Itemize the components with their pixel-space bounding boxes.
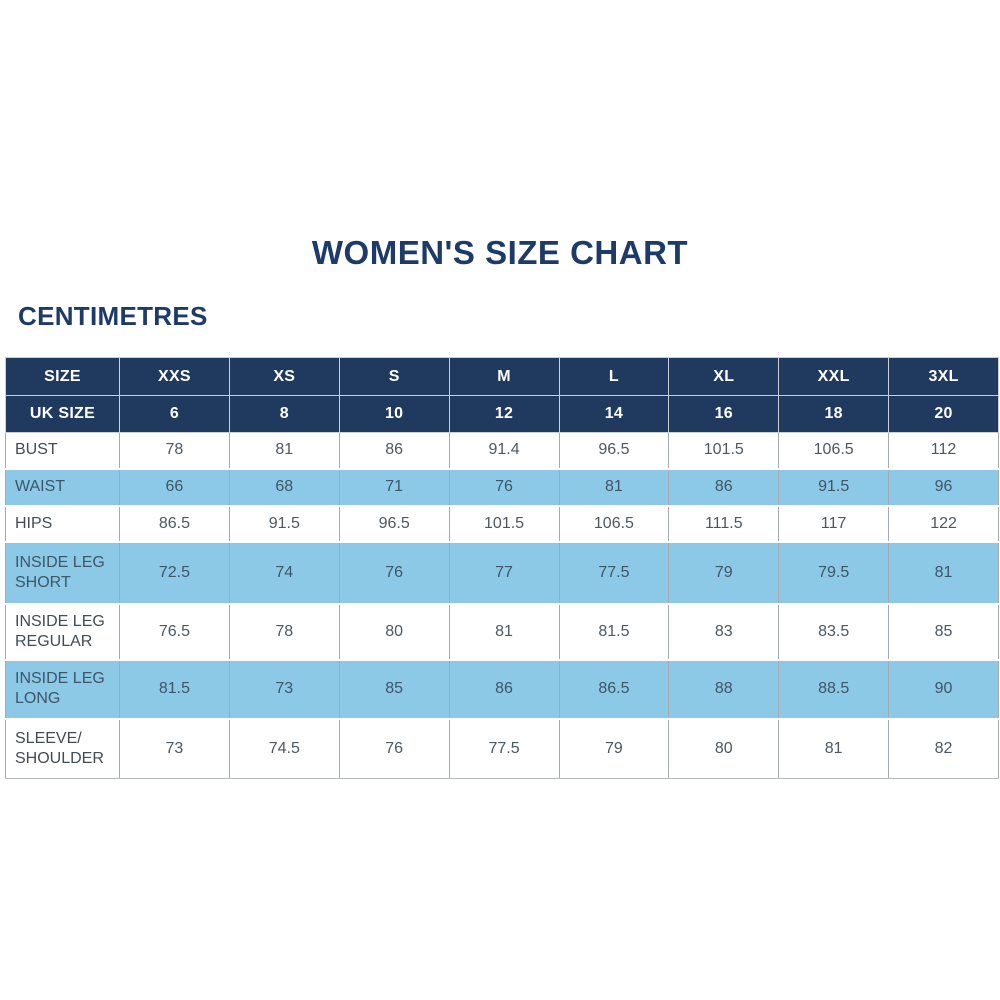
row-label: WAIST: [5, 467, 120, 507]
data-cell: 77: [448, 540, 560, 605]
table-row-hips: HIPS 86.5 91.5 96.5 101.5 106.5 111.5 11…: [5, 505, 999, 542]
data-cell: 77.5: [448, 718, 560, 779]
data-cell: 111.5: [668, 505, 780, 542]
table-row-waist: WAIST 66 68 71 76 81 86 91.5 96: [5, 467, 999, 507]
uk-size-cell: 10: [338, 395, 450, 433]
data-cell: 91.5: [778, 467, 890, 507]
data-cell: 96.5: [338, 505, 450, 542]
uk-size-cell: 14: [558, 395, 670, 433]
data-cell: 78: [228, 603, 340, 660]
data-cell: 73: [119, 718, 230, 779]
data-cell: 88.5: [778, 658, 890, 720]
data-cell: 122: [888, 505, 999, 542]
uk-size-cell: 20: [888, 395, 999, 433]
uk-size-cell: 12: [448, 395, 560, 433]
data-cell: 88: [668, 658, 780, 720]
uk-size-cell: 6: [119, 395, 230, 433]
data-cell: 72.5: [119, 540, 230, 605]
data-cell: 81: [448, 603, 560, 660]
data-cell: 83: [668, 603, 780, 660]
data-cell: 78: [119, 432, 230, 469]
data-cell: 79.5: [778, 540, 890, 605]
size-col-xxl: XXL: [778, 357, 890, 396]
data-cell: 101.5: [448, 505, 560, 542]
data-cell: 79: [668, 540, 780, 605]
data-cell: 77.5: [558, 540, 670, 605]
data-cell: 81.5: [558, 603, 670, 660]
size-col-m: M: [448, 357, 560, 396]
uk-size-cell: 8: [228, 395, 340, 433]
data-cell: 85: [888, 603, 999, 660]
data-cell: 74: [228, 540, 340, 605]
data-cell: 79: [558, 718, 670, 779]
table-row-sleeve-shoulder: SLEEVE/ SHOULDER 73 74.5 76 77.5 79 80 8…: [5, 718, 999, 779]
data-cell: 112: [888, 432, 999, 469]
row-label: INSIDE LEG SHORT: [5, 540, 120, 605]
data-cell: 81: [558, 467, 670, 507]
table-row-inside-leg-regular: INSIDE LEG REGULAR 76.5 78 80 81 81.5 83…: [5, 603, 999, 660]
data-cell: 81.5: [119, 658, 230, 720]
uk-size-cell: 18: [778, 395, 890, 433]
data-cell: 80: [668, 718, 780, 779]
size-col-xl: XL: [668, 357, 780, 396]
data-cell: 82: [888, 718, 999, 779]
data-cell: 86: [668, 467, 780, 507]
data-cell: 106.5: [558, 505, 670, 542]
data-cell: 76: [448, 467, 560, 507]
row-label: INSIDE LEG LONG: [5, 658, 120, 720]
size-header-row: SIZE XXS XS S M L XL XXL 3XL: [5, 357, 999, 396]
page-title: WOMEN'S SIZE CHART: [311, 234, 689, 271]
data-cell: 96: [888, 467, 999, 507]
data-cell: 96.5: [558, 432, 670, 469]
data-cell: 117: [778, 505, 890, 542]
table-row-inside-leg-long: INSIDE LEG LONG 81.5 73 85 86 86.5 88 88…: [5, 658, 999, 720]
table-row-inside-leg-short: INSIDE LEG SHORT 72.5 74 76 77 77.5 79 7…: [5, 540, 999, 605]
data-cell: 71: [338, 467, 450, 507]
row-label: BUST: [5, 432, 120, 469]
size-col-xs: XS: [228, 357, 340, 396]
data-cell: 80: [338, 603, 450, 660]
row-label: SLEEVE/ SHOULDER: [5, 718, 120, 779]
table-row-bust: BUST 78 81 86 91.4 96.5 101.5 106.5 112: [5, 432, 999, 469]
data-cell: 86.5: [558, 658, 670, 720]
data-cell: 85: [338, 658, 450, 720]
data-cell: 86.5: [119, 505, 230, 542]
size-col-s: S: [338, 357, 450, 396]
data-cell: 106.5: [778, 432, 890, 469]
unit-label: CENTIMETRES: [18, 301, 208, 331]
size-col-3xl: 3XL: [888, 357, 999, 396]
uk-size-header-label: UK SIZE: [5, 395, 120, 433]
data-cell: 86: [338, 432, 450, 469]
data-cell: 81: [228, 432, 340, 469]
data-cell: 101.5: [668, 432, 780, 469]
uk-size-header-row: UK SIZE 6 8 10 12 14 16 18 20: [5, 395, 999, 433]
data-cell: 90: [888, 658, 999, 720]
size-col-xxs: XXS: [119, 357, 230, 396]
size-col-l: L: [558, 357, 670, 396]
data-cell: 68: [228, 467, 340, 507]
data-cell: 74.5: [228, 718, 340, 779]
data-cell: 76.5: [119, 603, 230, 660]
uk-size-cell: 16: [668, 395, 780, 433]
data-cell: 81: [778, 718, 890, 779]
size-header-label: SIZE: [5, 357, 120, 396]
data-cell: 73: [228, 658, 340, 720]
data-cell: 86: [448, 658, 560, 720]
row-label: HIPS: [5, 505, 120, 542]
data-cell: 81: [888, 540, 999, 605]
data-cell: 83.5: [778, 603, 890, 660]
data-cell: 91.4: [448, 432, 560, 469]
size-chart-table: SIZE XXS XS S M L XL XXL 3XL UK SIZE 6 8…: [5, 357, 999, 779]
data-cell: 91.5: [228, 505, 340, 542]
data-cell: 66: [119, 467, 230, 507]
data-cell: 76: [338, 540, 450, 605]
row-label: INSIDE LEG REGULAR: [5, 603, 120, 660]
data-cell: 76: [338, 718, 450, 779]
